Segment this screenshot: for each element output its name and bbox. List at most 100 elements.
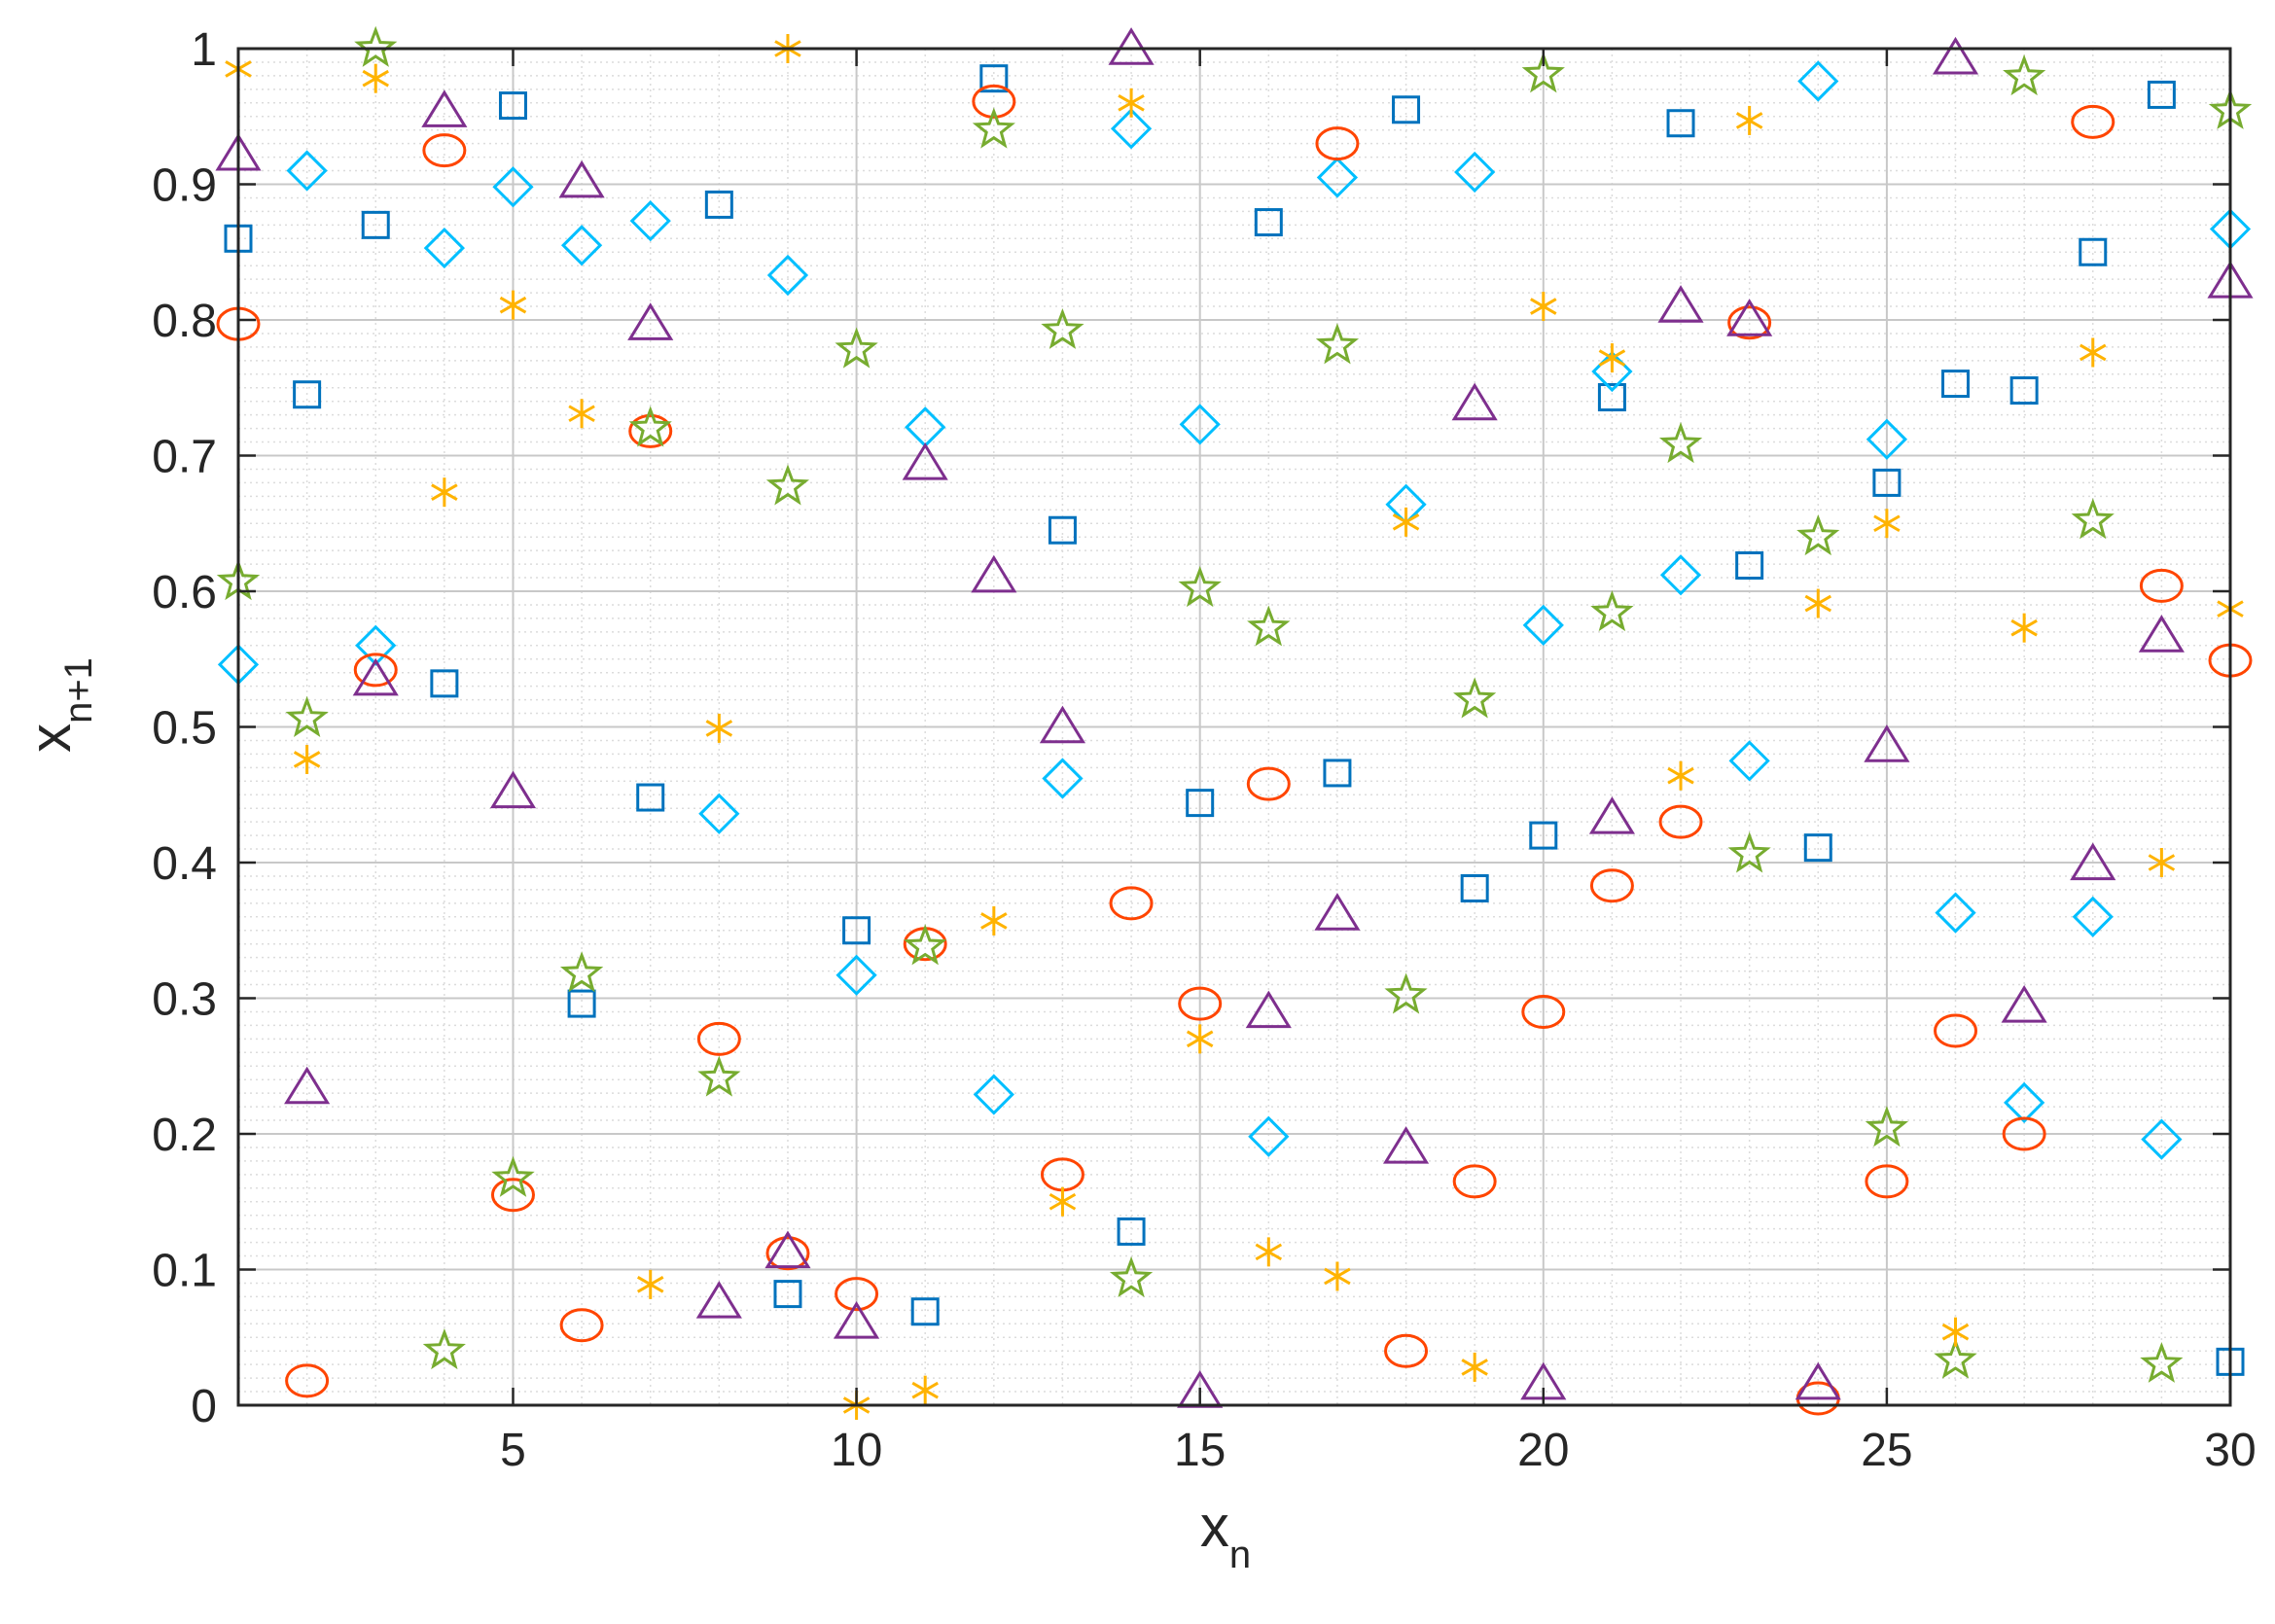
asterisk-stroke: [362, 69, 389, 88]
data-point-square: [1392, 95, 1421, 124]
data-point-square: [842, 916, 871, 945]
data-point-asterisk: [1667, 760, 1694, 791]
data-point-diamond: [1797, 60, 1839, 102]
data-point-square: [1529, 821, 1558, 850]
data-point-square: [1323, 759, 1352, 788]
data-point-asterisk: [705, 713, 733, 743]
asterisk-stroke: [1941, 1323, 1970, 1341]
data-point-asterisk: [1255, 1237, 1283, 1267]
data-point-star: [559, 951, 604, 993]
asterisk-stroke: [705, 720, 733, 737]
y-axis-label: xn+1: [18, 657, 100, 753]
y-tick-label: 0.6: [152, 567, 217, 618]
asterisk-stroke: [1530, 298, 1557, 315]
data-point-triangle: [1588, 796, 1635, 834]
data-point-circle: [353, 653, 398, 688]
data-point-star: [491, 1155, 535, 1197]
data-point-asterisk: [293, 744, 321, 774]
y-axis-label-main: x: [18, 724, 83, 753]
data-point-asterisk: [2148, 848, 2176, 877]
data-point-triangle: [489, 770, 537, 809]
asterisk-stroke: [1461, 1359, 1488, 1376]
data-point-diamond: [355, 624, 397, 666]
data-point-triangle: [764, 1230, 811, 1269]
asterisk-stroke: [2148, 854, 2176, 871]
data-point-diamond: [1866, 418, 1908, 460]
data-point-circle: [765, 1236, 810, 1271]
data-point-square: [1941, 370, 1971, 399]
data-point-star: [1109, 1256, 1154, 1298]
data-point-square: [567, 989, 596, 1018]
x-tick-label: 30: [2204, 1425, 2256, 1476]
data-point-triangle: [1039, 705, 1086, 744]
data-point-circle: [1727, 305, 1772, 340]
y-tick-label: 0.8: [152, 296, 217, 347]
axis-ticks: [238, 47, 2232, 1407]
data-point-star: [1590, 590, 1634, 632]
asterisk-stroke: [1804, 594, 1832, 613]
data-point-asterisk: [2010, 613, 2038, 643]
data-point-star: [1934, 1337, 1977, 1379]
data-point-asterisk: [1530, 292, 1557, 322]
asterisk-stroke: [636, 1276, 664, 1293]
data-point-circle: [1658, 804, 1703, 839]
data-point-asterisk: [1118, 88, 1145, 118]
y-axis-label-subscript: n+1: [57, 657, 100, 724]
data-point-square: [910, 1297, 940, 1326]
data-point-diamond: [423, 227, 465, 269]
asterisk-stroke: [1667, 766, 1694, 785]
data-point-triangle: [421, 89, 468, 127]
data-point-asterisk: [1324, 1261, 1351, 1291]
data-point-star: [422, 1327, 466, 1370]
data-point-circle: [1384, 1333, 1429, 1368]
data-point-triangle: [1657, 285, 1704, 323]
data-point-star: [1247, 605, 1291, 647]
data-point-asterisk: [1873, 509, 1901, 539]
data-point-asterisk: [636, 1269, 664, 1299]
data-point-circle: [1246, 766, 1291, 801]
asterisk-stroke: [911, 1381, 939, 1399]
series-diamond: [217, 60, 2252, 1160]
data-point-diamond: [492, 166, 534, 208]
data-point-star: [2140, 1341, 2184, 1383]
data-point-triangle: [1795, 1361, 1841, 1400]
data-marks: [215, 25, 2254, 1420]
data-point-asterisk: [1461, 1352, 1488, 1382]
data-point-star: [2003, 54, 2046, 96]
data-point-square: [979, 64, 1009, 93]
asterisk-stroke: [980, 912, 1008, 930]
data-point-star: [1041, 307, 1084, 349]
data-point-circle: [1109, 886, 1154, 921]
asterisk-stroke: [1049, 1192, 1077, 1211]
data-point-asterisk: [1941, 1317, 1970, 1347]
asterisk-stroke: [2079, 343, 2107, 362]
y-tick-label: 0.7: [152, 432, 217, 483]
data-point-triangle: [1314, 893, 1361, 931]
data-point-asterisk: [1392, 507, 1420, 537]
data-point-square: [1803, 833, 1832, 863]
x-axis-label: xn: [1200, 1494, 1251, 1576]
data-point-triangle: [971, 554, 1017, 593]
data-point-asterisk: [568, 399, 595, 429]
data-point-circle: [1865, 1164, 1909, 1199]
data-point-triangle: [902, 441, 948, 480]
data-point-triangle: [2001, 984, 2047, 1023]
y-tick-label: 0: [191, 1381, 217, 1432]
data-point-diamond: [1522, 604, 1564, 646]
x-tick-label: 10: [831, 1425, 882, 1476]
data-point-diamond: [1316, 157, 1359, 198]
data-point-circle: [490, 1178, 535, 1213]
asterisk-stroke: [1186, 1030, 1214, 1048]
data-point-triangle: [558, 159, 605, 198]
x-tick-label: 20: [1517, 1425, 1569, 1476]
y-tick-labels: 0 0.1 0.2 0.3 0.4 0.5 0.6 0.7 0.8 0.9 1: [152, 24, 217, 1432]
data-point-circle: [422, 133, 467, 168]
y-tick-label: 0.5: [152, 703, 217, 755]
data-point-circle: [835, 1277, 879, 1312]
data-point-circle: [2071, 104, 2115, 139]
data-point-square: [430, 669, 459, 698]
data-point-diamond: [1659, 554, 1702, 596]
asterisk-stroke: [1324, 1267, 1351, 1286]
